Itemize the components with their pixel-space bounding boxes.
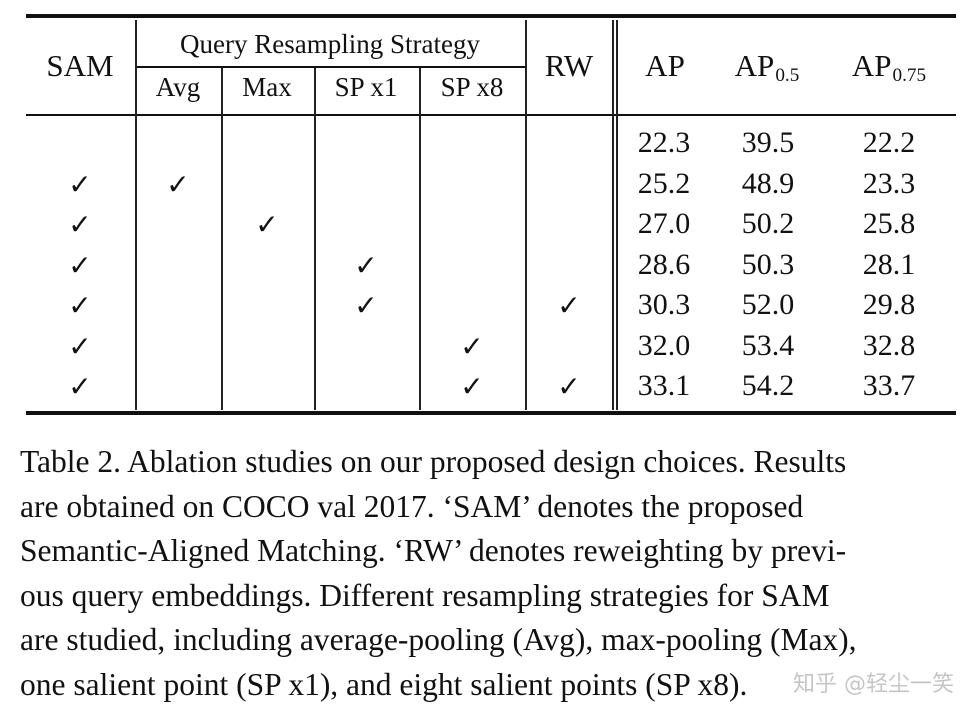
table-caption: Table 2. Ablation studies on our propose… — [20, 440, 965, 707]
header-max: Max — [242, 72, 292, 102]
header-rw: RW — [544, 48, 594, 83]
col-divider-sam — [135, 20, 137, 410]
cell-ap50: 50.3 — [741, 247, 795, 281]
header-sp-x1: SP x1 — [334, 72, 398, 102]
cell-ap: 22.3 — [637, 126, 691, 159]
checkmark-sp1: ✓ — [354, 248, 378, 282]
cell-ap: 25.2 — [637, 166, 691, 200]
table-bottom-rule — [26, 411, 956, 415]
header-ap75-base: AP — [851, 48, 892, 83]
col-divider-avg — [221, 68, 223, 410]
table-top-rule — [26, 14, 956, 18]
checkmark-sam: ✓ — [68, 370, 92, 403]
cell-ap50: 53.4 — [741, 328, 795, 362]
cell-ap: 32.0 — [637, 328, 691, 362]
caption-line: ous query embeddings. Different resampli… — [20, 577, 830, 613]
cell-ap75: 32.8 — [862, 328, 916, 362]
header-ap50-subscript: 0.5 — [775, 65, 800, 87]
cell-ap50: 50.2 — [741, 207, 795, 240]
watermark-text: 知乎 @轻尘一笑 — [793, 672, 954, 697]
caption-line: are studied, including average-pooling (… — [20, 622, 857, 657]
header-ap75-subscript: 0.75 — [892, 65, 927, 87]
checkmark-rw: ✓ — [557, 370, 581, 403]
checkmark-rw: ✓ — [557, 289, 581, 322]
caption-line: Table 2. Ablation studies on our propose… — [20, 444, 847, 479]
checkmark-sam: ✓ — [68, 248, 92, 282]
col-divider-rw-double-b — [616, 20, 618, 410]
checkmark-sam: ✓ — [68, 167, 92, 201]
header-bottom-rule — [26, 114, 956, 117]
header-sp-x8: SP x8 — [440, 72, 504, 102]
checkmark-sam: ✓ — [68, 289, 92, 322]
caption-line: one salient point (SP x1), and eight sal… — [20, 666, 748, 702]
cell-ap: 27.0 — [637, 207, 691, 240]
header-ap50: AP0.5 — [735, 50, 800, 86]
cell-ap50: 48.9 — [741, 166, 795, 200]
cell-ap: 28.6 — [637, 247, 691, 281]
checkmark-sam: ✓ — [68, 329, 92, 363]
header-ap75: AP0.75 — [852, 50, 926, 86]
col-divider-max — [314, 68, 316, 410]
col-divider-strategy — [525, 20, 527, 410]
checkmark-avg: ✓ — [166, 167, 190, 201]
checkmark-sp8: ✓ — [460, 370, 484, 403]
cell-ap75: 28.1 — [862, 247, 916, 281]
cell-ap75: 29.8 — [862, 288, 916, 321]
cell-ap75: 23.3 — [862, 166, 916, 200]
cell-ap75: 22.2 — [862, 126, 916, 159]
checkmark-max: ✓ — [255, 208, 279, 241]
cell-ap75: 25.8 — [862, 207, 916, 240]
checkmark-sam: ✓ — [68, 208, 92, 241]
cell-ap75: 33.7 — [862, 369, 916, 402]
cell-ap: 30.3 — [637, 288, 691, 321]
cell-ap50: 54.2 — [741, 369, 795, 402]
caption-line: are obtained on COCO val 2017. ‘SAM’ den… — [20, 488, 804, 524]
cell-ap50: 52.0 — [741, 288, 795, 321]
caption-line: Semantic-Aligned Matching. ‘RW’ denotes … — [20, 533, 847, 568]
col-divider-sp1 — [419, 68, 421, 410]
checkmark-sp8: ✓ — [460, 329, 484, 363]
checkmark-sp1: ✓ — [354, 289, 378, 322]
col-divider-rw-double-a — [612, 20, 614, 410]
header-avg: Avg — [155, 72, 201, 102]
cell-ap: 33.1 — [637, 369, 691, 402]
header-query-resampling-strategy: Query Resampling Strategy — [180, 29, 480, 59]
header-ap50-base: AP — [734, 48, 775, 83]
header-ap: AP — [645, 48, 685, 83]
cell-ap50: 39.5 — [741, 126, 795, 159]
header-sam: SAM — [46, 48, 114, 83]
group-header-underline — [136, 66, 525, 68]
